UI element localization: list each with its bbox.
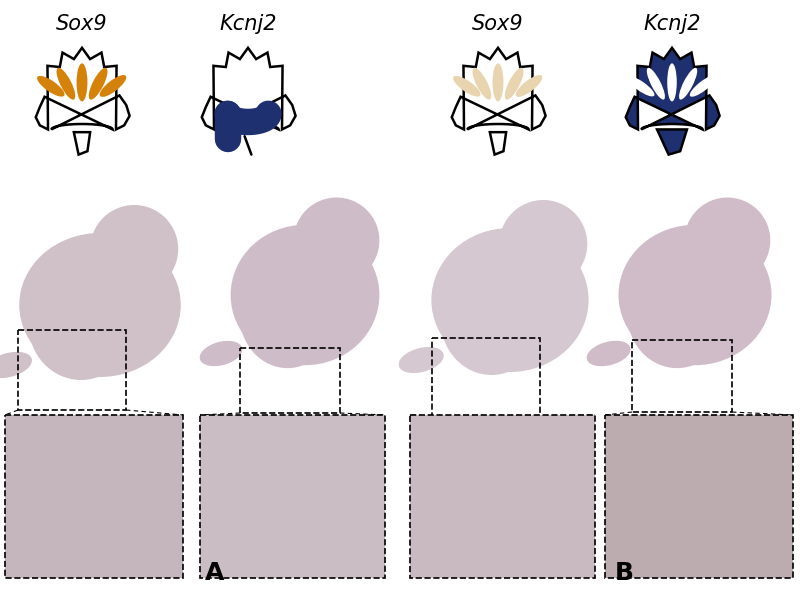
Text: B: B [615,561,634,585]
Polygon shape [490,132,506,155]
Polygon shape [626,48,720,129]
Ellipse shape [398,347,444,373]
Ellipse shape [0,352,32,378]
Bar [410,415,595,578]
Ellipse shape [29,270,134,380]
Circle shape [685,197,770,283]
Circle shape [294,197,379,283]
Text: Kcnj2: Kcnj2 [643,14,701,34]
Ellipse shape [453,76,481,97]
Ellipse shape [586,341,630,366]
Ellipse shape [627,76,654,97]
Bar [200,415,385,578]
Ellipse shape [57,68,75,100]
Ellipse shape [493,63,503,101]
Bar [18,330,126,410]
Ellipse shape [19,233,181,377]
Ellipse shape [200,341,242,366]
Ellipse shape [37,76,65,97]
Ellipse shape [230,225,379,365]
Bar [432,338,540,416]
Bar [632,340,732,412]
Polygon shape [452,48,546,129]
Ellipse shape [77,63,87,101]
Text: Kcnj2: Kcnj2 [219,14,277,34]
Ellipse shape [100,75,126,97]
Text: A: A [205,561,224,585]
Ellipse shape [679,68,698,100]
Polygon shape [657,129,687,155]
Polygon shape [74,132,90,155]
Polygon shape [36,48,130,129]
Ellipse shape [516,75,542,97]
Ellipse shape [618,225,771,365]
Ellipse shape [627,261,726,368]
Ellipse shape [473,68,491,100]
Circle shape [90,205,178,293]
Bar [605,415,793,578]
Ellipse shape [505,68,523,100]
Ellipse shape [667,63,677,101]
Ellipse shape [646,68,665,100]
Bar [5,415,183,578]
Ellipse shape [441,265,542,375]
Circle shape [499,200,587,288]
Ellipse shape [690,75,716,97]
Text: Sox9: Sox9 [56,14,108,34]
Ellipse shape [239,261,336,368]
Ellipse shape [431,228,589,372]
Bar [240,348,340,413]
Ellipse shape [89,68,107,100]
Text: Sox9: Sox9 [472,14,524,34]
Polygon shape [202,48,296,129]
